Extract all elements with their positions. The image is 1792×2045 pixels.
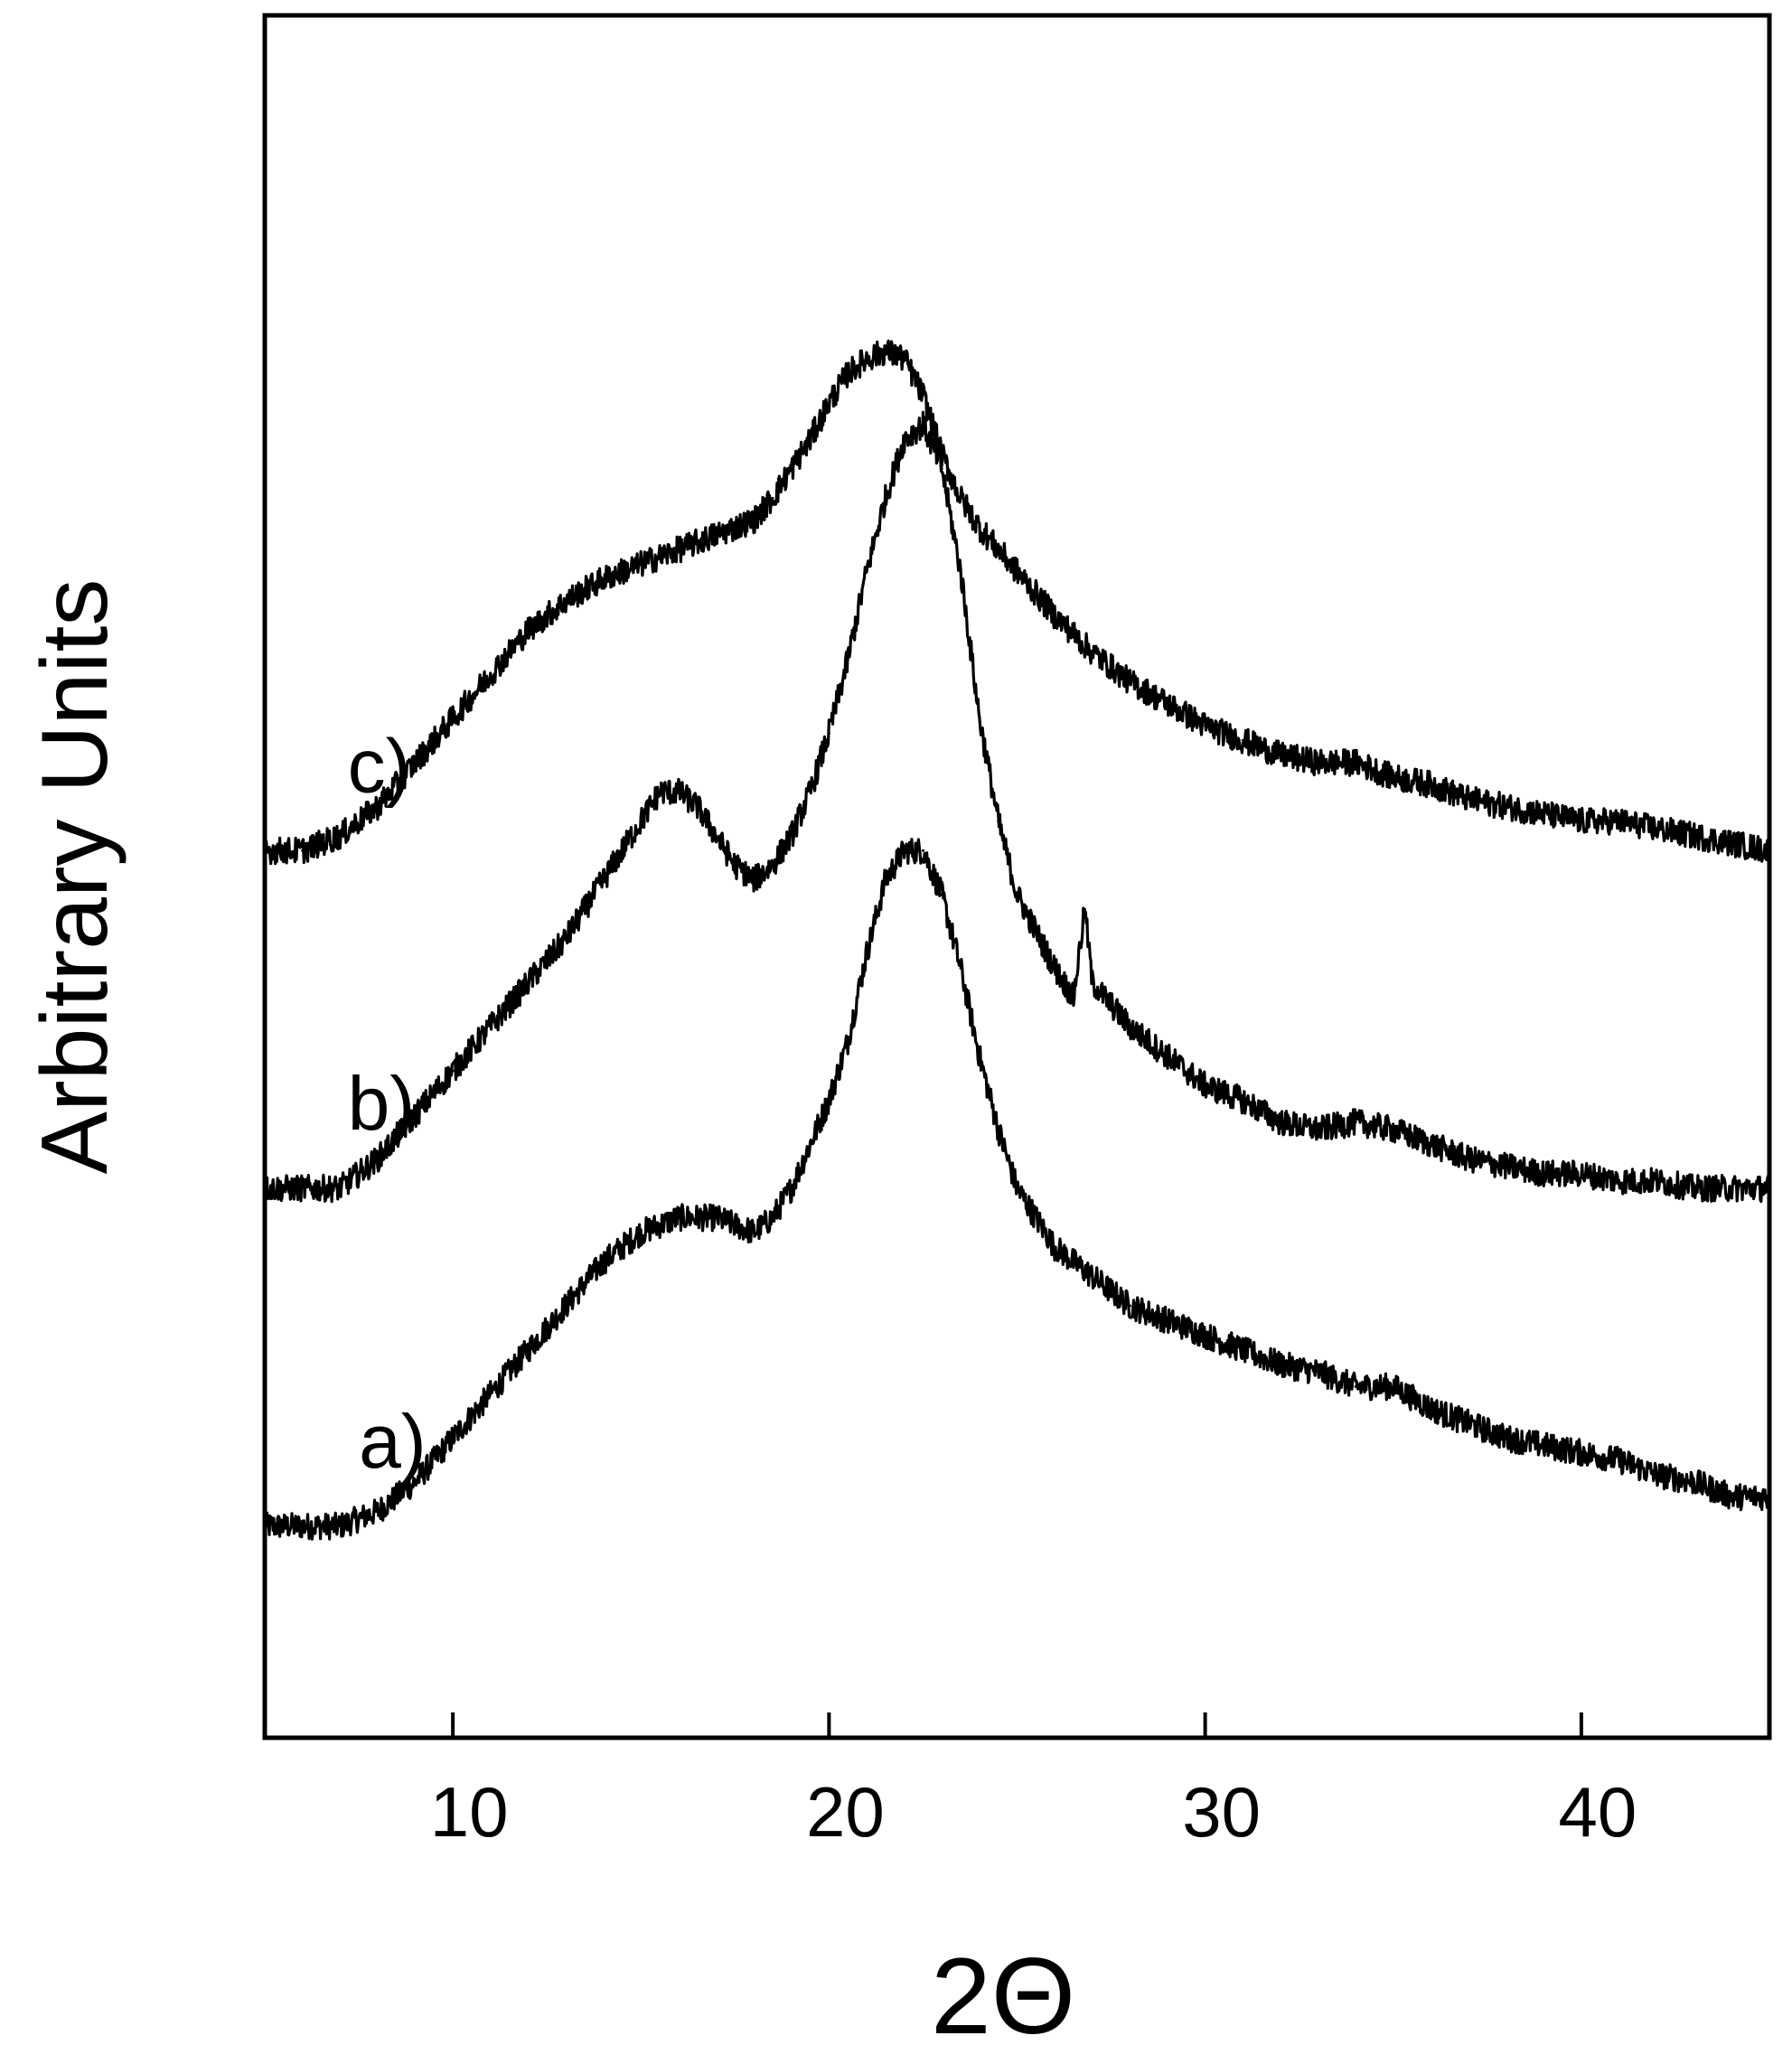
x-tick-label-40: 40: [1558, 1772, 1637, 1852]
plot-frame: [262, 13, 1772, 1740]
data-point: [921, 849, 924, 852]
curve-label-2: c): [348, 723, 411, 808]
curves: [263, 339, 1771, 1541]
x-ticks: 10 20 30 40: [430, 1712, 1637, 1852]
x-tick-label-20: 20: [806, 1772, 885, 1852]
series-line: [263, 410, 1771, 1204]
data-point: [1768, 1187, 1771, 1190]
series-line: [263, 838, 1771, 1541]
curve-labels: a) b) c): [348, 723, 427, 1484]
curve-label-1: b): [348, 1061, 416, 1146]
series-0: [263, 838, 1771, 1541]
x-tick-label-30: 30: [1182, 1772, 1261, 1852]
curve-label-0: a): [359, 1399, 427, 1484]
y-axis-title: Arbitrary Units: [23, 579, 127, 1175]
series-2: [263, 339, 1771, 866]
series-1: [263, 410, 1771, 1204]
x-axis-title: 2Θ: [931, 1936, 1075, 2045]
x-tick-label-10: 10: [430, 1772, 509, 1852]
series-line: [263, 339, 1771, 866]
